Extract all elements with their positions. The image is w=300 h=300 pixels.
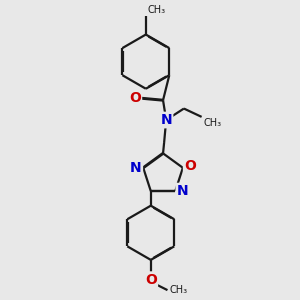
Text: CH₃: CH₃ bbox=[148, 5, 166, 15]
Text: N: N bbox=[130, 161, 142, 175]
Text: O: O bbox=[145, 273, 157, 287]
Text: CH₃: CH₃ bbox=[169, 285, 188, 295]
Text: O: O bbox=[184, 159, 196, 173]
Text: O: O bbox=[129, 91, 141, 105]
Text: N: N bbox=[160, 113, 172, 127]
Text: CH₃: CH₃ bbox=[204, 118, 222, 128]
Text: N: N bbox=[177, 184, 188, 198]
